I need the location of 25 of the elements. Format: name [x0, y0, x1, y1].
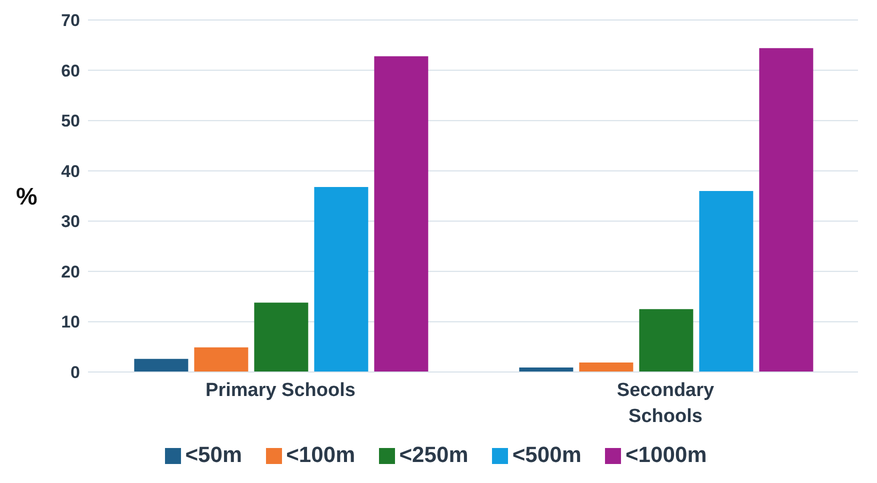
y-tick-label: 60	[61, 61, 80, 80]
legend-label: <1000m	[625, 442, 707, 467]
y-tick-label: 0	[70, 363, 80, 382]
bar	[254, 302, 308, 372]
y-tick-label: 30	[61, 212, 80, 232]
x-tick-label: Secondary Schools	[616, 380, 715, 427]
y-tick-label: 10	[61, 312, 80, 332]
bar	[194, 347, 248, 372]
bar	[134, 358, 188, 372]
legend-label: <50m	[185, 442, 242, 467]
y-tick-label: 70	[61, 11, 80, 30]
legend-label: <100m	[286, 442, 356, 467]
bar	[579, 362, 634, 372]
legend-label: <500m	[512, 442, 582, 467]
bar	[699, 190, 754, 372]
bar	[314, 186, 368, 372]
y-tick-label: 40	[61, 162, 80, 181]
y-tick-label: 20	[61, 262, 80, 282]
bar	[639, 309, 694, 372]
y-axis-title: %	[16, 184, 38, 211]
y-tick-label: 50	[61, 112, 80, 131]
bar	[759, 48, 814, 372]
x-tick-label: Primary Schools	[206, 380, 356, 401]
bar	[374, 56, 428, 372]
legend-label: <250m	[399, 442, 468, 467]
